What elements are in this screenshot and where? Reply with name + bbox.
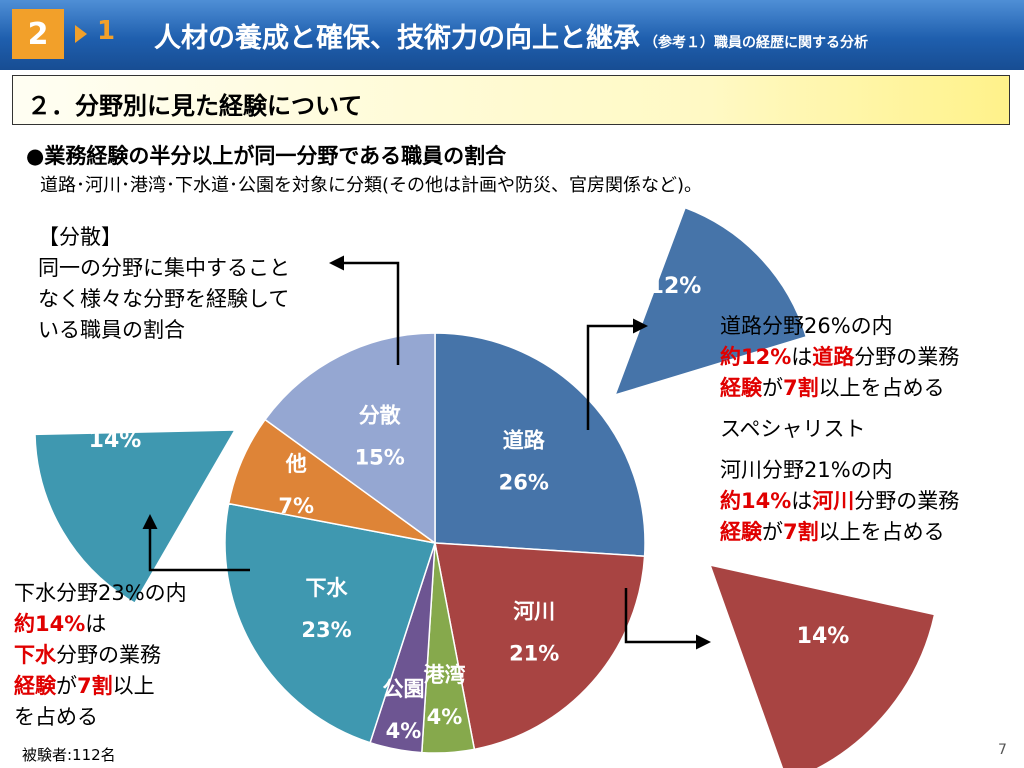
sewer-line-4: 経験が7割以上	[14, 671, 187, 702]
sewer-wa: は	[85, 612, 107, 636]
river-field: 河川	[812, 489, 855, 513]
slice-category-label: 港湾	[424, 663, 466, 687]
sewer-end: 以上	[112, 674, 155, 698]
slice-category-label: 他	[285, 452, 307, 476]
callout-value-label: 12%	[649, 274, 702, 299]
river-field-end: 分野の業務	[854, 489, 960, 513]
road-field-end: 分野の業務	[854, 345, 960, 369]
river-end: 以上を占める	[818, 520, 945, 544]
chapter-number: 2	[12, 9, 64, 59]
river-exp: 経験	[720, 520, 762, 544]
connector-road-arrow	[586, 318, 648, 430]
river-line-1: 約14%は河川分野の業務	[720, 486, 959, 517]
callout-wedge	[34, 429, 237, 605]
sewer-line-5: を占める	[14, 705, 98, 729]
slice-category-label: 道路	[503, 429, 546, 453]
dispersion-heading: 【分散】	[38, 225, 122, 249]
road-pct: 約12%	[720, 345, 792, 369]
sewer-ga: が	[56, 674, 77, 698]
road-ga: が	[762, 376, 783, 400]
road-70: 7割	[783, 376, 819, 400]
sewer-70: 7割	[77, 674, 113, 698]
section-title: ２．分野別に見た経験について	[27, 92, 363, 120]
sewer-field-end: 分野の業務	[56, 643, 161, 667]
slice-category-label: 下水	[306, 576, 349, 600]
slice-value-label: 4%	[427, 705, 463, 729]
triangle-arrow-icon	[75, 25, 87, 43]
callout-wedge	[613, 206, 808, 397]
page-title-text: 人材の養成と確保、技術力の向上と継承	[154, 23, 640, 54]
slice-value-label: 4%	[386, 719, 422, 743]
dispersion-line-2: なく様々な分野を経験して	[38, 287, 290, 311]
pie-slice	[224, 502, 436, 744]
sewer-line-2: 約14%は	[14, 609, 187, 640]
sewer-field: 下水	[14, 643, 56, 667]
page-title-note: （参考１）職員の経歴に関する分析	[644, 35, 868, 51]
callout-wedge	[708, 563, 936, 768]
slice-value-label: 26%	[499, 471, 549, 495]
river-pct: 約14%	[720, 489, 792, 513]
dispersion-line-3: いる職員の割合	[38, 318, 185, 342]
river-intro: 河川分野21%の内	[720, 458, 893, 482]
sewer-note: 下水分野23%の内 約14%は 下水分野の業務 経験が7割以上 を占める	[14, 578, 187, 733]
section-number: 1	[97, 16, 116, 46]
slice-value-label: 21%	[509, 642, 559, 666]
dispersion-line-1: 同一の分野に集中すること	[38, 256, 290, 280]
section-heading-box: ２．分野別に見た経験について	[12, 75, 1010, 125]
respondent-count: 被験者:112名	[22, 746, 116, 764]
dispersion-note: 【分散】 同一の分野に集中すること なく様々な分野を経験して いる職員の割合	[38, 222, 290, 346]
page-title: 人材の養成と確保、技術力の向上と継承 （参考１）職員の経歴に関する分析	[154, 16, 868, 55]
road-wa: は	[791, 345, 813, 369]
callout-value-label: 14%	[89, 428, 142, 453]
slice-value-label: 15%	[355, 446, 405, 470]
river-70: 7割	[783, 520, 819, 544]
slice-category-label: 公園	[383, 677, 425, 701]
bullet-heading: ●業務経験の半分以上が同一分野である職員の割合	[26, 144, 507, 168]
road-end: 以上を占める	[818, 376, 945, 400]
river-line-2: 経験が7割以上を占める	[720, 517, 959, 548]
road-intro: 道路分野26%の内	[720, 314, 893, 338]
connector-river-arrow	[624, 588, 711, 650]
road-exp: 経験	[720, 376, 762, 400]
page-number: 7	[998, 742, 1007, 758]
pie-slice	[264, 332, 436, 545]
classification-description: 道路･河川･港湾･下水道･公園を対象に分類(その他は計画や防災、官房関係など)。	[40, 175, 703, 196]
sewer-exp: 経験	[14, 674, 56, 698]
specialist-label: スペシャリスト	[720, 417, 866, 441]
road-line-2: 経験が7割以上を占める	[720, 373, 959, 404]
slice-category-label: 河川	[513, 600, 555, 624]
river-wa: は	[791, 489, 813, 513]
sewer-line-3: 下水分野の業務	[14, 640, 187, 671]
connector-sewer-arrow	[142, 514, 250, 572]
title-bar: 2 1 人材の養成と確保、技術力の向上と継承 （参考１）職員の経歴に関する分析	[0, 0, 1024, 70]
pie-slice	[434, 542, 646, 751]
road-field: 道路	[812, 345, 855, 369]
slice-category-label: 分散	[359, 404, 401, 428]
sewer-pct: 約14%	[14, 612, 86, 636]
right-note: 道路分野26%の内 約12%は道路分野の業務 経験が7割以上を占める スペシャリ…	[720, 311, 959, 548]
road-line-1: 約12%は道路分野の業務	[720, 342, 959, 373]
sewer-intro: 下水分野23%の内	[14, 581, 187, 605]
connector-dispersion-arrow	[329, 255, 400, 365]
callout-value-label: 14%	[797, 624, 850, 649]
slice-value-label: 23%	[301, 618, 351, 642]
slice-value-label: 7%	[278, 494, 314, 518]
river-ga: が	[762, 520, 783, 544]
